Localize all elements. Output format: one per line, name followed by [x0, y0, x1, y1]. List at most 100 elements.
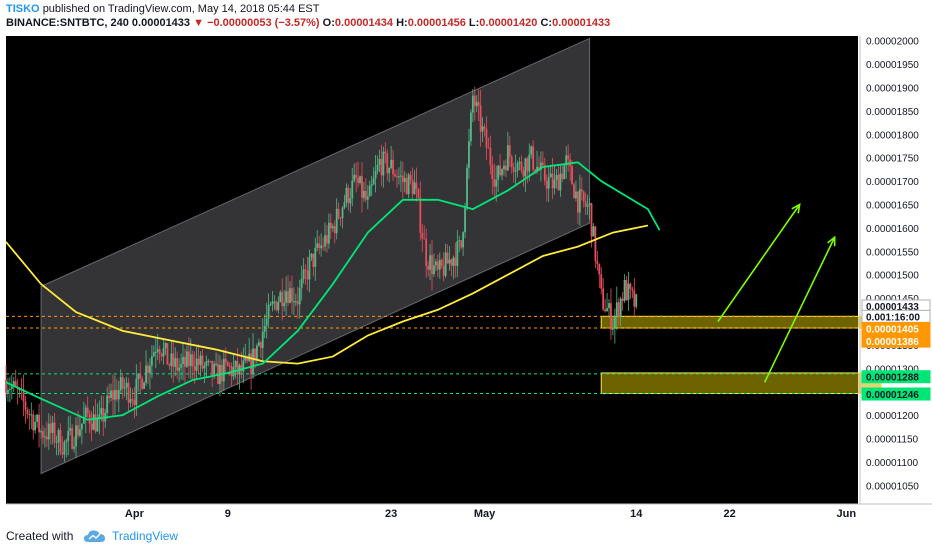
author-name[interactable]: TISKO: [6, 3, 40, 15]
candle-body: [197, 358, 200, 366]
candle-body: [92, 414, 95, 430]
candle-body: [635, 294, 638, 307]
candle-body: [63, 442, 66, 455]
candle-body: [84, 407, 87, 418]
candle-body: [90, 423, 93, 430]
arrow-head-1: [791, 202, 801, 214]
support-zone-1[interactable]: [600, 372, 882, 395]
candle-body: [86, 407, 89, 414]
ma-short-line[interactable]: [5, 161, 661, 421]
candle-body: [302, 269, 305, 279]
price-tag-0: 0.00001433: [866, 302, 919, 313]
ma-long-line[interactable]: [5, 224, 649, 365]
candle-body: [553, 179, 556, 189]
candle-body: [209, 360, 212, 362]
high-value: 0.00001456: [407, 17, 466, 29]
y-tick-label: 0.00001500: [866, 271, 919, 282]
candle-body: [18, 389, 21, 391]
candle-body: [543, 165, 546, 181]
candle-body: [392, 159, 394, 175]
tradingview-cloud-icon[interactable]: [84, 529, 106, 543]
candle-body: [503, 165, 505, 170]
candle-body: [164, 343, 167, 349]
support-zone-0[interactable]: [600, 315, 882, 329]
candle-body: [349, 198, 352, 204]
candle-body: [154, 351, 157, 353]
candle-body: [289, 288, 291, 303]
candle-body: [573, 184, 575, 199]
candle-body: [150, 356, 153, 366]
candle-body: [460, 240, 463, 248]
candle-body: [586, 205, 589, 207]
y-tick-label: 0.00001150: [866, 434, 919, 445]
candle-body: [250, 353, 252, 375]
candle-body: [201, 355, 204, 369]
candle-body: [298, 288, 301, 305]
candle-body: [180, 364, 182, 368]
candle-body: [47, 423, 50, 440]
candle-body: [584, 201, 587, 207]
y-tick-label: 0.00001100: [866, 458, 919, 469]
candle-body: [222, 358, 225, 382]
candle-body: [114, 389, 116, 400]
candle-body: [429, 255, 431, 270]
candle-body: [376, 164, 379, 172]
candle-body: [567, 155, 570, 160]
candle-body: [512, 167, 515, 172]
candle-body: [386, 153, 389, 174]
x-tick-label: 14: [630, 508, 643, 520]
candle-body: [629, 283, 632, 289]
candle-body: [259, 342, 262, 349]
candle-body: [524, 158, 527, 177]
candle-body: [261, 331, 264, 349]
candle-body: [339, 217, 342, 219]
candle-body: [44, 436, 46, 438]
price-chart[interactable]: 0.00001050 0.00001100 0.00001150 0.00001200…: [0, 0, 932, 522]
candle-body: [53, 422, 56, 443]
candle-body: [26, 409, 29, 414]
candle-body: [186, 351, 188, 367]
candle-body: [468, 141, 470, 168]
candle-body: [110, 390, 112, 398]
candle-body: [456, 241, 459, 266]
candle-body: [580, 189, 583, 192]
projection-arrow-1[interactable]: [717, 204, 801, 322]
candle-body: [141, 378, 144, 389]
candle-body: [442, 265, 445, 276]
candle-body: [273, 301, 276, 303]
y-tick-label: 0.00001800: [866, 130, 919, 141]
candle-body: [343, 202, 346, 208]
candle-body: [538, 166, 540, 170]
candle-body: [446, 252, 449, 264]
tradingview-brand[interactable]: TradingView: [112, 529, 179, 543]
down-triangle-icon: ▼: [193, 17, 204, 29]
arrow-head-0: [827, 235, 836, 247]
price-axis-bg[interactable]: [860, 36, 932, 504]
symbol-label[interactable]: BINANCE:SNTBTC, 240: [6, 17, 129, 29]
projection-arrow-0[interactable]: [763, 236, 836, 383]
y-tick-label: 0.00002000: [866, 37, 919, 48]
candle-body: [479, 105, 482, 132]
candle-body: [162, 348, 165, 357]
candle-body: [256, 345, 258, 361]
candle-body: [30, 414, 33, 416]
candle-body: [417, 189, 420, 198]
candle-body: [514, 170, 517, 172]
x-tick-label: Apr: [125, 508, 145, 520]
candle-body: [440, 259, 443, 266]
candle-body: [98, 414, 101, 419]
candle-body: [271, 301, 274, 305]
y-tick-label: 0.00001900: [866, 83, 919, 94]
candle-body: [322, 245, 324, 247]
candle-body: [421, 232, 424, 239]
close-value: 0.00001433: [552, 17, 611, 29]
candle-body: [306, 270, 309, 280]
time-axis-bg[interactable]: [0, 504, 932, 522]
candle-body: [45, 436, 48, 440]
y-tick-label: 0.00001850: [866, 107, 919, 118]
candle-body: [493, 179, 496, 187]
x-tick-label: 23: [385, 508, 397, 520]
candle-body: [119, 377, 122, 391]
candle-body: [10, 385, 13, 390]
candle-body: [224, 358, 227, 363]
